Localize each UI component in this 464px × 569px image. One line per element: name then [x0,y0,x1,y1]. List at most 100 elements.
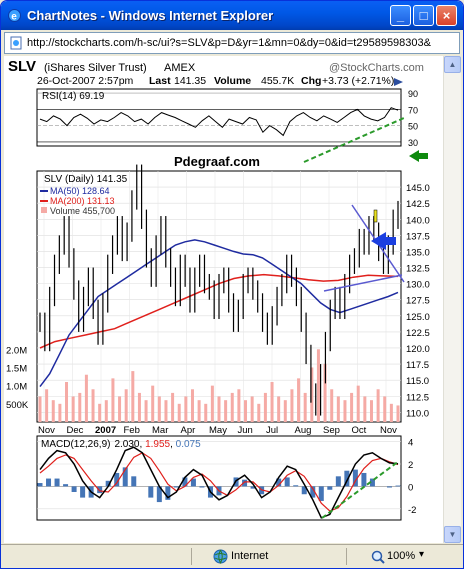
close-button[interactable]: × [436,5,457,26]
price-tick-label: 110.0 [406,408,429,419]
volume-legend: Volume 455,700 [50,206,115,216]
last-value: 141.35 [174,75,206,87]
volume-bar [356,385,360,422]
volume-bar [250,396,254,422]
minimize-button[interactable]: _ [390,5,411,26]
volume-bar [297,378,301,422]
macd-histogram-bar [284,477,290,487]
volume-bar [244,400,248,422]
volume-bar [51,400,55,422]
month-label: May [209,425,227,436]
price-tick-label: 142.5 [406,199,430,210]
zoom-dropdown-icon[interactable]: ▾ [419,549,425,560]
price-tick-label: 135.0 [406,247,430,258]
rsi-green-arrow-icon [409,150,428,162]
volume-bar [197,400,201,422]
volume-bar [283,400,287,422]
volume-bar [157,396,161,422]
rsi-tick-label: 50 [408,122,418,132]
volume-bar [237,389,241,422]
scroll-down-button[interactable]: ▼ [444,526,461,543]
macd-histogram-bar [242,479,248,487]
chg-value: +3.73 (+2.71%) [322,75,394,87]
volume-bar [144,400,148,422]
month-label: Apr [181,425,196,436]
month-label: Jun [238,425,253,436]
macd-histogram-bar [190,478,196,487]
macd-histogram-bar [352,469,358,487]
chg-label: Chg [301,75,321,87]
volume-bar [111,378,115,422]
volume-bar [396,405,400,422]
ma50-line [39,239,399,388]
price-tick-label: 115.0 [406,376,429,387]
macd-histogram-bar [97,486,103,494]
volume-bar [164,400,168,422]
volume-bar [277,396,281,422]
address-url[interactable]: http://stockcharts.com/h-sc/ui?s=SLV&p=D… [27,37,431,49]
price-legend: SLV (Daily) 141.35 [44,174,128,185]
month-label: Feb [124,425,140,436]
macd-histogram-bar [361,472,367,487]
price-tick-label: 137.5 [406,231,430,242]
volume-bar [336,396,340,422]
address-bar[interactable]: http://stockcharts.com/h-sc/ui?s=SLV&p=D… [4,32,460,54]
volume-bar [230,392,234,422]
scroll-up-button[interactable]: ▲ [444,56,461,73]
play-arrow-icon [394,78,403,86]
volume-bar [104,400,108,422]
macd-histogram-bar [301,486,307,495]
macd-legend: MACD(12,26,9) 2.030, 1.955, 0.075 [41,439,201,450]
macd-histogram-bar [148,486,154,498]
rsi-label: RSI(14) 69.19 [42,91,105,102]
macd-histogram-bar [165,486,171,500]
zoom-level[interactable]: 100% [387,550,416,562]
exchange-text: AMEX [164,62,196,74]
rsi-tick-label: 70 [408,105,418,115]
volume-bar [224,400,228,422]
vertical-scrollbar[interactable]: ▲ ▼ [443,56,461,543]
volume-tick-label: 500K [6,400,29,411]
macd-prefix: MACD(12,26,9) [41,439,110,450]
macd-histogram-bar [369,478,375,487]
page-content: SLV (iShares Silver Trust) AMEX @StockCh… [4,56,443,543]
status-bar: Internet 100% ▾ [1,544,463,568]
volume-bar [151,385,155,422]
ma50-legend: MA(50) 128.64 [50,186,110,196]
internet-explorer-icon: e [8,9,21,23]
title-bar[interactable]: e ChartNotes - Windows Internet Explorer… [1,1,463,30]
maximize-button[interactable]: □ [413,5,434,26]
volume-bar [310,367,314,422]
watermark-text: @StockCharts.com [329,62,424,74]
volume-bar [84,374,88,422]
volume-bar [350,392,354,422]
macd-histogram-bar [276,478,282,487]
macd-histogram-bar [344,470,350,487]
volume-tick-label: 1.5M [6,363,27,374]
price-tick-label: 130.0 [406,280,430,291]
internet-zone-icon [213,549,228,564]
volume-bar [376,389,380,422]
macd-histogram-bar [37,483,43,487]
volume-bar [270,382,274,422]
page-icon [10,36,22,50]
macd-histogram-bar [114,472,120,487]
volume-bar [190,389,194,422]
rsi-line [39,107,399,137]
price-tick-label: 117.5 [406,360,429,371]
macd-histogram-bar [63,484,69,487]
volume-bar [38,396,42,422]
month-label: Aug [295,425,312,436]
volume-bar [184,396,188,422]
macd-histogram-bar [310,486,316,498]
month-label: Nov [38,425,55,436]
annotation-text: Pdegraaf.com [174,154,260,169]
macd-histogram-bar [327,486,333,490]
volume-bar [204,403,208,422]
zoom-icon[interactable] [371,550,385,564]
status-divider [191,548,192,565]
macd-histogram-bar [156,486,162,503]
month-label: Dec [67,425,84,436]
svg-text:e: e [11,12,17,23]
